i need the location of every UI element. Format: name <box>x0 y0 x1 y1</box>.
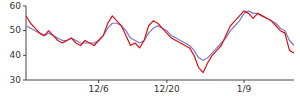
x-tick-label: 12/20 <box>154 84 180 94</box>
x-axis <box>26 80 294 81</box>
y-tick <box>23 80 26 81</box>
chart: 30 40 50 60 12/6 12/20 1/9 <box>0 0 300 96</box>
y-tick <box>23 30 26 31</box>
y-tick-label: 30 <box>10 75 22 85</box>
plot-area <box>26 11 294 73</box>
y-tick-label: 50 <box>10 25 22 35</box>
x-tick <box>166 80 167 83</box>
y-tick-label: 40 <box>10 50 22 60</box>
series-line <box>26 11 294 73</box>
x-tick-label: 12/6 <box>89 84 109 94</box>
y-tick-label: 60 <box>10 1 22 11</box>
y-tick <box>23 55 26 56</box>
x-tick-label: 1/9 <box>237 84 252 94</box>
x-tick <box>244 80 245 83</box>
x-tick <box>98 80 99 83</box>
y-tick <box>23 6 26 7</box>
